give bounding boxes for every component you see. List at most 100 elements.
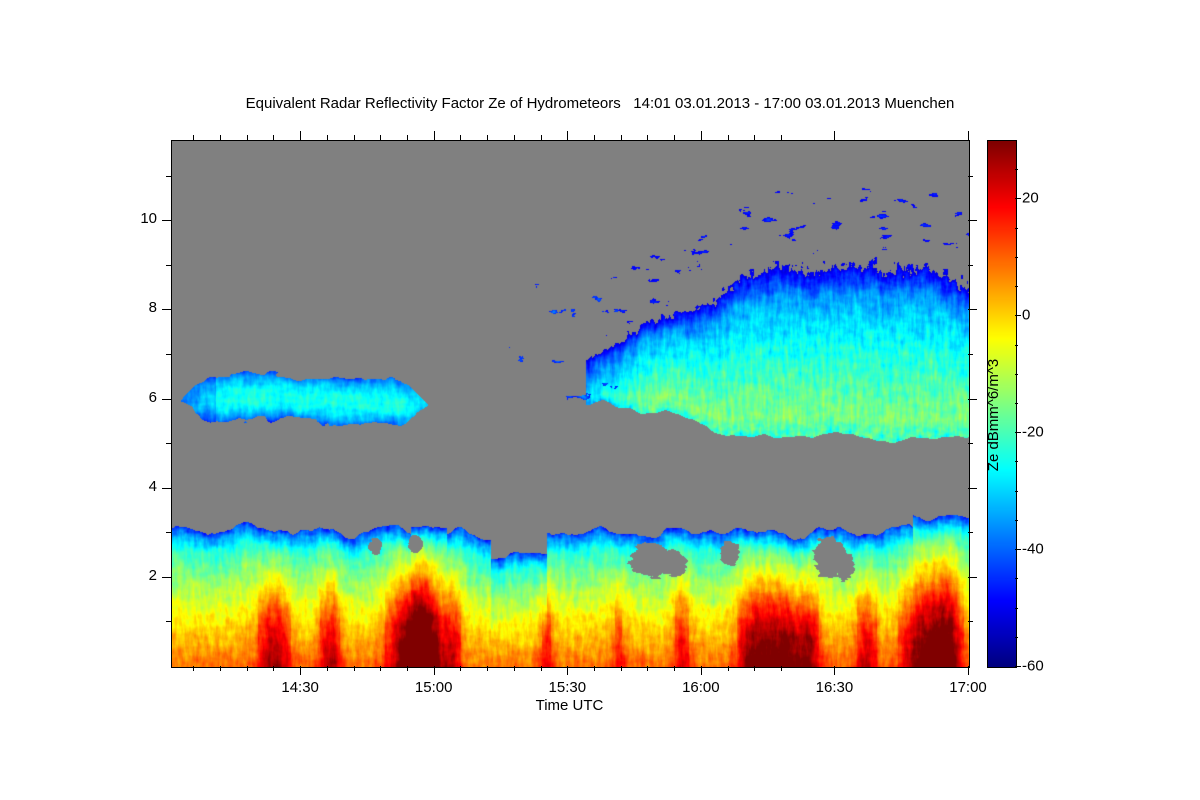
x-tick-label: 16:00 — [682, 679, 720, 696]
axis-tick-mark — [1015, 198, 1021, 200]
axis-tick-mark — [380, 135, 382, 140]
axis-tick-mark — [487, 666, 489, 671]
axis-tick-mark — [166, 532, 171, 534]
axis-tick-mark — [968, 487, 977, 489]
axis-tick-mark — [162, 576, 171, 578]
axis-tick-mark — [1015, 286, 1018, 288]
axis-tick-mark — [754, 135, 756, 140]
axis-tick-mark — [460, 666, 462, 671]
axis-tick-mark — [513, 666, 515, 671]
x-tick-label: 17:00 — [949, 679, 987, 696]
axis-tick-mark — [162, 309, 171, 311]
colorbar-tick-label: 20 — [1022, 189, 1039, 207]
y-tick-label: 8 — [148, 299, 157, 317]
axis-tick-mark — [968, 576, 977, 578]
axis-tick-mark — [246, 135, 248, 140]
axis-tick-mark — [674, 666, 676, 671]
axis-tick-mark — [968, 309, 977, 311]
axis-tick-mark — [1015, 403, 1018, 404]
axis-tick-mark — [353, 666, 355, 671]
axis-tick-mark — [406, 135, 408, 140]
axis-tick-mark — [1015, 432, 1021, 434]
axis-tick-mark — [1015, 549, 1021, 551]
axis-tick-mark — [968, 443, 973, 445]
axis-tick-mark — [540, 135, 542, 140]
axis-tick-mark — [700, 131, 702, 140]
axis-tick-mark — [1015, 169, 1018, 171]
axis-tick-mark — [433, 666, 435, 675]
y-tick-label: 6 — [148, 388, 157, 406]
axis-tick-mark — [780, 135, 782, 140]
axis-tick-mark — [593, 135, 595, 140]
axis-tick-mark — [1015, 373, 1018, 375]
axis-tick-mark — [968, 666, 969, 675]
axis-tick-mark — [754, 666, 756, 671]
figure-title: Equivalent Radar Reflectivity Factor Ze … — [245, 95, 955, 112]
axis-tick-mark — [162, 220, 171, 222]
radar-heatmap-canvas — [172, 141, 969, 667]
axis-tick-mark — [968, 131, 969, 140]
axis-tick-mark — [540, 666, 542, 671]
y-tick-label: 4 — [148, 477, 157, 495]
axis-tick-mark — [166, 175, 171, 177]
colorbar-axis-title: Ze dBmm^6/m^3 — [985, 358, 1002, 472]
axis-tick-mark — [727, 666, 729, 671]
axis-tick-mark — [162, 487, 171, 489]
axis-tick-mark — [353, 135, 355, 140]
axis-tick-mark — [700, 666, 702, 675]
axis-tick-mark — [1015, 666, 1021, 667]
y-tick-label: 2 — [148, 566, 157, 584]
axis-tick-mark — [674, 135, 676, 140]
axis-tick-mark — [300, 131, 302, 140]
axis-tick-mark — [460, 135, 462, 140]
axis-tick-mark — [166, 443, 171, 445]
axis-tick-mark — [567, 666, 569, 675]
axis-tick-mark — [219, 666, 221, 671]
colorbar-gradient — [988, 141, 1016, 667]
x-tick-label: 16:30 — [815, 679, 854, 696]
axis-tick-mark — [834, 666, 836, 675]
axis-tick-mark — [193, 135, 195, 140]
axis-tick-mark — [1015, 256, 1018, 258]
axis-tick-mark — [193, 666, 195, 671]
axis-tick-mark — [406, 666, 408, 671]
axis-tick-mark — [273, 666, 275, 671]
axis-tick-mark — [567, 131, 569, 140]
colorbar-tick-label: -20 — [1022, 423, 1044, 441]
radar-plot-area — [171, 140, 970, 668]
axis-tick-mark — [246, 666, 248, 671]
axis-tick-mark — [162, 398, 171, 400]
axis-tick-mark — [166, 621, 171, 623]
axis-tick-mark — [593, 666, 595, 671]
colorbar-tick-label: -40 — [1022, 540, 1044, 558]
colorbar-tick-label: -60 — [1022, 657, 1044, 675]
axis-tick-mark — [326, 666, 328, 671]
axis-tick-mark — [1015, 315, 1021, 317]
axis-tick-mark — [780, 666, 782, 671]
axis-tick-mark — [620, 666, 622, 671]
axis-tick-mark — [620, 135, 622, 140]
axis-tick-mark — [1015, 636, 1018, 638]
y-tick-label: 10 — [140, 210, 157, 228]
axis-tick-mark — [1015, 490, 1018, 492]
axis-tick-mark — [968, 353, 973, 355]
axis-tick-mark — [968, 264, 973, 266]
axis-tick-mark — [300, 666, 302, 675]
axis-tick-mark — [433, 131, 435, 140]
axis-tick-mark — [1015, 227, 1018, 229]
colorbar-tick-label: 0 — [1022, 306, 1031, 324]
axis-tick-mark — [647, 135, 649, 140]
axis-tick-mark — [1015, 344, 1018, 346]
axis-tick-mark — [1015, 461, 1018, 463]
axis-tick-mark — [487, 135, 489, 140]
x-axis-title: Time UTC — [535, 697, 604, 714]
axis-tick-mark — [968, 220, 977, 222]
colorbar — [987, 140, 1017, 668]
axis-tick-mark — [647, 666, 649, 671]
axis-tick-mark — [513, 135, 515, 140]
axis-tick-mark — [968, 398, 977, 400]
x-tick-label: 14:30 — [281, 679, 319, 696]
axis-tick-mark — [1015, 519, 1018, 521]
axis-tick-mark — [834, 131, 836, 140]
